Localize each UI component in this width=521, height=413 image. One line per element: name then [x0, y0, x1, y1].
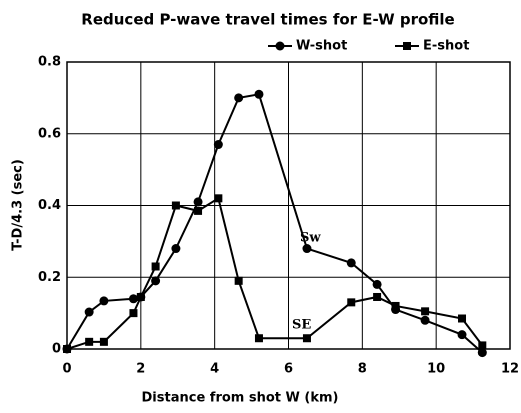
series-line: [66, 93, 483, 354]
marker: [477, 348, 487, 358]
y-tick-label: 0: [52, 342, 61, 357]
y-tick-label: 0.8: [38, 55, 61, 70]
marker: [128, 294, 138, 304]
marker: [420, 315, 430, 325]
y-tick-label: 0.2: [38, 270, 61, 285]
marker: [151, 262, 160, 271]
x-tick-label: 6: [284, 362, 293, 377]
marker: [391, 301, 400, 310]
legend-label: W-shot: [296, 39, 347, 54]
marker: [373, 292, 382, 301]
marker: [457, 330, 467, 340]
legend-label: E-shot: [423, 39, 469, 54]
marker: [302, 244, 312, 254]
marker: [171, 201, 180, 210]
marker: [421, 307, 430, 316]
marker: [254, 89, 264, 99]
marker: [193, 197, 203, 207]
x-axis-label: Distance from shot W (km): [142, 391, 339, 406]
series-line: [66, 196, 484, 350]
marker: [254, 334, 263, 343]
marker: [213, 140, 223, 150]
marker: [234, 276, 243, 285]
y-axis-label: T-D/4.3 (sec): [11, 159, 26, 251]
marker: [302, 334, 311, 343]
marker: [194, 206, 203, 215]
marker: [171, 244, 181, 254]
chart-title: Reduced P-wave travel times for E-W prof…: [81, 11, 454, 29]
marker: [372, 279, 382, 289]
marker: [403, 42, 411, 50]
x-tick-label: 10: [427, 362, 445, 377]
marker: [347, 298, 356, 307]
marker: [458, 314, 467, 323]
marker: [84, 307, 94, 317]
marker: [151, 276, 161, 286]
y-tick-label: 0.4: [38, 198, 61, 213]
marker: [63, 345, 71, 353]
x-tick-label: 8: [358, 362, 367, 377]
y-tick-label: 0.6: [38, 126, 61, 141]
x-tick-label: 4: [210, 362, 219, 377]
annotation: SE: [292, 318, 311, 333]
x-tick-label: 12: [501, 362, 519, 377]
annotation: Sw: [300, 231, 321, 246]
marker: [99, 296, 109, 306]
marker: [214, 194, 223, 203]
x-tick-label: 0: [62, 362, 71, 377]
marker: [346, 258, 356, 268]
marker: [478, 341, 487, 350]
marker: [136, 292, 145, 301]
x-tick-label: 2: [136, 362, 145, 377]
marker: [99, 337, 108, 346]
marker: [129, 309, 138, 318]
marker: [85, 337, 94, 346]
marker: [234, 93, 244, 103]
marker: [275, 41, 285, 51]
